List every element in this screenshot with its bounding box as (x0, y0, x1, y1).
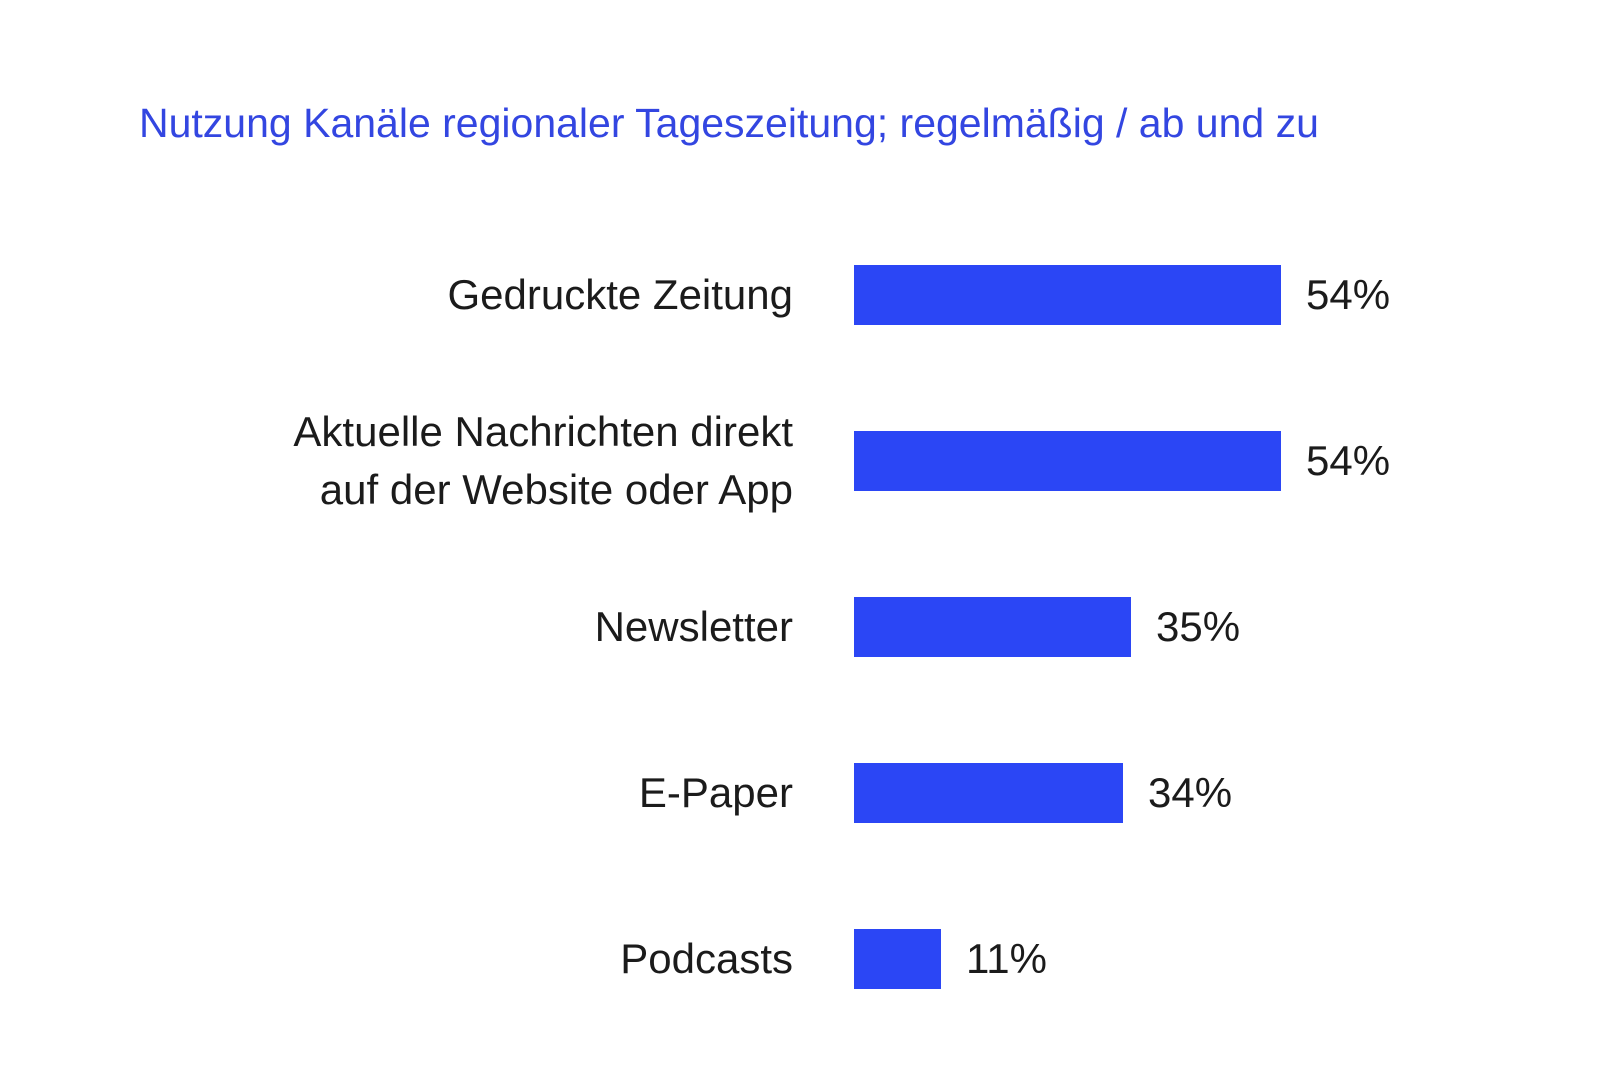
category-label: Newsletter (594, 603, 793, 651)
category-label: Aktuelle Nachrichten direkt auf der Websi… (293, 408, 793, 513)
bar (854, 597, 1131, 657)
value-label: 11% (966, 935, 1047, 982)
category-label: E-Paper (638, 769, 793, 817)
bar-row: Podcasts 11% (139, 876, 1539, 1042)
bar-row: Newsletter 35% (139, 544, 1539, 710)
value-label: 54% (1306, 271, 1391, 318)
bar (854, 431, 1281, 491)
value-label: 35% (1156, 603, 1241, 650)
bar-row: Gedruckte Zeitung 54% (139, 212, 1539, 378)
bar-track: 54% (854, 431, 1390, 491)
value-label: 54% (1306, 437, 1391, 484)
bar-track: 35% (854, 597, 1240, 657)
bar-track: 34% (854, 763, 1232, 823)
bar-track: 11% (854, 929, 1047, 989)
bar (854, 265, 1281, 325)
bar-row: Aktuelle Nachrichten direkt auf der Websi… (139, 378, 1539, 544)
bar (854, 763, 1123, 823)
category-label: Gedruckte Zeitung (447, 271, 793, 319)
bar-track: 54% (854, 265, 1390, 325)
bar-row: E-Paper 34% (139, 710, 1539, 876)
category-label: Podcasts (620, 935, 793, 983)
bar-chart: Gedruckte Zeitung 54% Aktuelle Nachricht… (139, 212, 1539, 1042)
page-title: Nutzung Kanäle regionaler Tageszeitung; … (139, 100, 1319, 146)
value-label: 34% (1148, 769, 1233, 816)
bar (854, 929, 941, 989)
